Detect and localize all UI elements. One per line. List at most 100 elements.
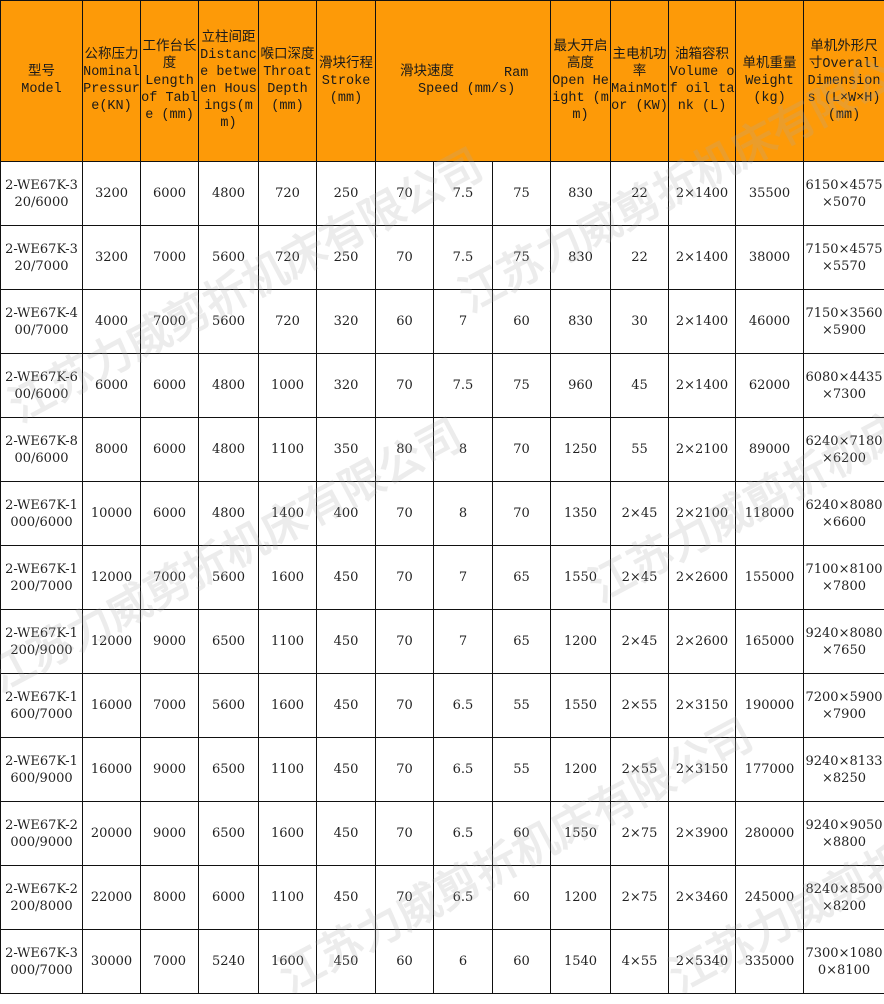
- cell-speed-2: 7.5: [434, 162, 493, 226]
- cell-speed-2: 6: [434, 930, 493, 994]
- cell-speed-3: 65: [493, 610, 551, 674]
- cell-weight: 46000: [736, 290, 804, 354]
- cell-pressure: 16000: [83, 674, 141, 738]
- cell-speed-2: 6.5: [434, 802, 493, 866]
- header-length-en: Length of Table (mm): [141, 73, 198, 124]
- cell-stroke: 450: [317, 802, 376, 866]
- cell-stroke: 320: [317, 290, 376, 354]
- cell-pressure: 12000: [83, 546, 141, 610]
- cell-motor: 45: [611, 354, 669, 418]
- cell-pressure: 12000: [83, 610, 141, 674]
- cell-weight: 280000: [736, 802, 804, 866]
- cell-dimensions: 9240×9050×8800: [804, 802, 884, 866]
- header-open-height-cn: 最大开启高度: [551, 39, 610, 73]
- header-dimensions-cn: 单机外形尺寸Overall: [804, 39, 884, 73]
- cell-motor: 4×55: [611, 930, 669, 994]
- cell-stroke: 450: [317, 610, 376, 674]
- cell-speed-2: 8: [434, 482, 493, 546]
- cell-speed-3: 60: [493, 866, 551, 930]
- header-speed-en: Speed (mm/s): [376, 81, 550, 98]
- header-speed-ram: Ram: [504, 65, 528, 82]
- cell-throat: 1100: [259, 866, 317, 930]
- cell-speed-3: 55: [493, 674, 551, 738]
- cell-model: 2-WE67K-1600/9000: [1, 738, 83, 802]
- cell-open-height: 1550: [551, 674, 611, 738]
- cell-motor: 22: [611, 162, 669, 226]
- cell-stroke: 450: [317, 674, 376, 738]
- cell-length: 8000: [141, 866, 199, 930]
- cell-length: 6000: [141, 162, 199, 226]
- cell-speed-1: 70: [376, 866, 434, 930]
- cell-open-height: 1200: [551, 866, 611, 930]
- cell-oil: 2×3150: [669, 738, 736, 802]
- header-oil-cn: 油箱容积: [669, 47, 735, 64]
- cell-speed-1: 60: [376, 930, 434, 994]
- cell-throat: 1100: [259, 738, 317, 802]
- header-open-height-en: Open Height (mm): [551, 73, 610, 124]
- cell-distance: 6500: [199, 802, 259, 866]
- cell-stroke: 450: [317, 546, 376, 610]
- cell-motor: 22: [611, 226, 669, 290]
- cell-oil: 2×2600: [669, 546, 736, 610]
- cell-oil: 2×3460: [669, 866, 736, 930]
- cell-motor: 2×75: [611, 802, 669, 866]
- cell-length: 7000: [141, 674, 199, 738]
- cell-distance: 5240: [199, 930, 259, 994]
- cell-speed-1: 70: [376, 802, 434, 866]
- cell-speed-1: 70: [376, 354, 434, 418]
- cell-open-height: 1550: [551, 546, 611, 610]
- cell-stroke: 450: [317, 866, 376, 930]
- cell-weight: 118000: [736, 482, 804, 546]
- cell-length: 9000: [141, 738, 199, 802]
- cell-length: 6000: [141, 354, 199, 418]
- header-weight-cn: 单机重量: [736, 56, 803, 73]
- cell-throat: 720: [259, 290, 317, 354]
- cell-oil: 2×2100: [669, 418, 736, 482]
- cell-stroke: 450: [317, 738, 376, 802]
- cell-motor: 2×75: [611, 866, 669, 930]
- header-weight-en: Weight (kg): [736, 73, 803, 107]
- cell-speed-2: 8: [434, 418, 493, 482]
- cell-oil: 2×1400: [669, 290, 736, 354]
- cell-model: 2-WE67K-800/6000: [1, 418, 83, 482]
- cell-open-height: 830: [551, 162, 611, 226]
- cell-speed-2: 6.5: [434, 866, 493, 930]
- cell-stroke: 250: [317, 162, 376, 226]
- cell-weight: 245000: [736, 866, 804, 930]
- cell-stroke: 350: [317, 418, 376, 482]
- header-motor-en: MainMotor (KW): [611, 81, 668, 115]
- cell-pressure: 20000: [83, 802, 141, 866]
- cell-length: 7000: [141, 930, 199, 994]
- cell-weight: 35500: [736, 162, 804, 226]
- cell-speed-1: 80: [376, 418, 434, 482]
- cell-speed-3: 75: [493, 162, 551, 226]
- cell-model: 2-WE67K-3000/7000: [1, 930, 83, 994]
- header-model-cn: 型号: [1, 64, 82, 81]
- cell-pressure: 4000: [83, 290, 141, 354]
- cell-speed-2: 7: [434, 546, 493, 610]
- cell-pressure: 3200: [83, 162, 141, 226]
- cell-distance: 4800: [199, 354, 259, 418]
- cell-speed-1: 70: [376, 482, 434, 546]
- header-dimensions-en: Dimensions (L×W×H) (mm): [804, 73, 884, 124]
- header-throat-en: Throat Depth (mm): [259, 64, 316, 115]
- cell-open-height: 960: [551, 354, 611, 418]
- cell-speed-2: 7: [434, 610, 493, 674]
- cell-dimensions: 7300×10800×8100: [804, 930, 884, 994]
- cell-dimensions: 7150×4575×5570: [804, 226, 884, 290]
- cell-distance: 6500: [199, 610, 259, 674]
- cell-weight: 335000: [736, 930, 804, 994]
- cell-speed-2: 7.5: [434, 354, 493, 418]
- cell-throat: 1400: [259, 482, 317, 546]
- cell-speed-3: 70: [493, 482, 551, 546]
- cell-pressure: 22000: [83, 866, 141, 930]
